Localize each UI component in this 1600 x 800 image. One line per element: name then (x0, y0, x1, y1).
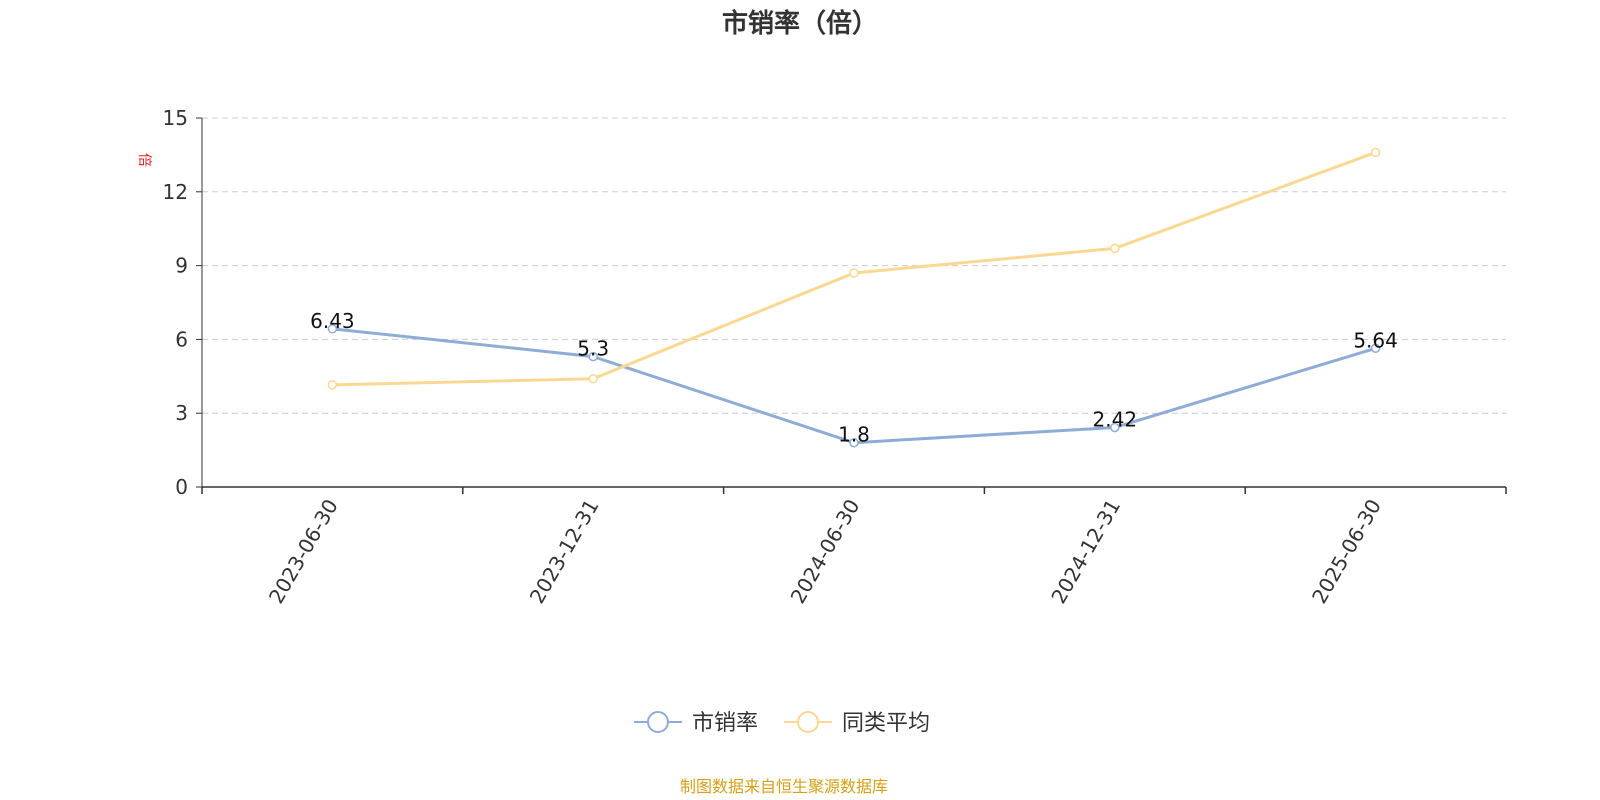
data-label: 6.43 (310, 309, 355, 333)
legend-label: 同类平均 (842, 711, 930, 736)
data-point[interactable] (1110, 422, 1120, 433)
y-axis-unit-label: 倍 (136, 153, 152, 167)
data-point[interactable] (327, 380, 338, 390)
data-label: 5.64 (1353, 328, 1398, 352)
data-point[interactable] (1110, 243, 1120, 254)
legend-item-0[interactable]: 市销率 (634, 711, 758, 736)
x-tick-label: 2024-12-31 (1046, 495, 1125, 608)
source-note: 制图数据来自恒生聚源数据库 (680, 777, 888, 796)
data-label: 1.8 (838, 423, 870, 447)
data-label: 5.3 (577, 337, 609, 361)
data-point[interactable] (1370, 147, 1381, 158)
data-point[interactable] (849, 437, 859, 448)
data-label: 2.42 (1093, 407, 1138, 431)
y-tick-label: 3 (175, 401, 188, 425)
axes: 0 3 6 9 12 15 2023-06-30 2023-12-31 2024-06-30 20… (163, 106, 1507, 608)
x-tick-label: 2024-06-30 (785, 495, 864, 608)
legend[interactable]: 市销率 同类平均 (634, 711, 930, 736)
data-labels: 6.43 5.3 1.8 2.42 5.64 (310, 309, 1398, 447)
series-lines (327, 147, 1381, 448)
data-point[interactable] (588, 351, 598, 362)
y-tick-label: 6 (175, 327, 188, 351)
data-point[interactable] (327, 324, 338, 334)
data-point[interactable] (849, 268, 859, 278)
x-tick-label: 2023-06-30 (264, 495, 343, 608)
x-tick-label: 2025-06-30 (1307, 495, 1386, 608)
data-point[interactable] (1370, 343, 1381, 354)
x-tick-label: 2023-12-31 (525, 495, 604, 608)
y-tick-label: 12 (163, 180, 188, 204)
legend-marker (647, 711, 669, 733)
legend-marker (797, 711, 819, 733)
chart-title: 市销率（倍） (722, 8, 878, 39)
legend-label: 市销率 (692, 711, 758, 736)
legend-item-1[interactable]: 同类平均 (784, 711, 930, 736)
y-tick-label: 9 (175, 254, 188, 278)
grid-lines (202, 117, 1506, 414)
y-tick-label: 0 (175, 475, 188, 499)
y-tick-label: 15 (163, 106, 188, 130)
data-point[interactable] (588, 374, 598, 384)
